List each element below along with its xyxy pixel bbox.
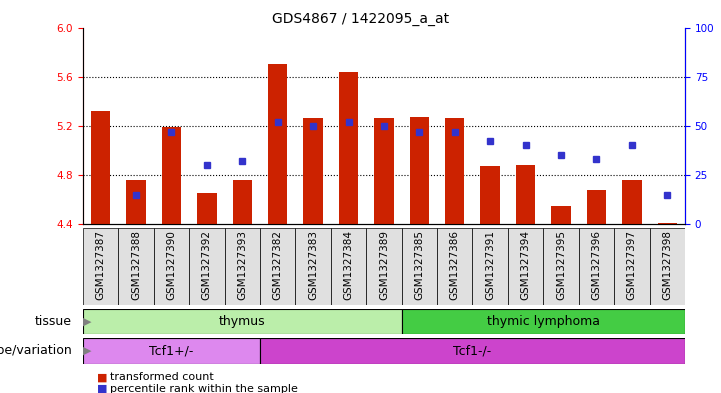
Bar	[268, 64, 288, 224]
Bar	[410, 117, 429, 224]
Bar	[402, 309, 685, 334]
Text: thymic lymphoma: thymic lymphoma	[487, 315, 600, 328]
Text: GSM1327386: GSM1327386	[450, 230, 460, 300]
Bar	[260, 338, 685, 364]
Text: ▶: ▶	[83, 346, 92, 356]
Text: Tcf1-/-: Tcf1-/-	[454, 344, 492, 357]
Bar	[508, 228, 544, 305]
Bar	[437, 228, 472, 305]
Text: GSM1327384: GSM1327384	[343, 230, 353, 300]
Text: GSM1327385: GSM1327385	[415, 230, 425, 300]
Text: Tcf1+/-: Tcf1+/-	[149, 344, 194, 357]
Bar	[83, 338, 260, 364]
Text: GSM1327382: GSM1327382	[273, 230, 283, 300]
Bar	[445, 118, 464, 224]
Text: genotype/variation: genotype/variation	[0, 344, 72, 357]
Bar	[587, 190, 606, 224]
Bar	[154, 228, 189, 305]
Text: GSM1327389: GSM1327389	[379, 230, 389, 300]
Bar	[83, 309, 402, 334]
Text: GSM1327395: GSM1327395	[556, 230, 566, 300]
Bar	[331, 228, 366, 305]
Text: GSM1327388: GSM1327388	[131, 230, 141, 300]
Bar	[296, 228, 331, 305]
Bar	[224, 228, 260, 305]
Bar	[304, 118, 323, 224]
Bar	[472, 228, 508, 305]
Text: transformed count: transformed count	[110, 372, 214, 382]
Bar	[374, 118, 394, 224]
Bar	[189, 228, 224, 305]
Text: tissue: tissue	[35, 315, 72, 328]
Bar	[197, 193, 216, 224]
Bar	[366, 228, 402, 305]
Text: GSM1327391: GSM1327391	[485, 230, 495, 300]
Bar	[118, 228, 154, 305]
Bar	[402, 228, 437, 305]
Bar	[552, 206, 571, 224]
Bar	[622, 180, 642, 224]
Bar	[162, 127, 181, 224]
Bar	[233, 180, 252, 224]
Text: GSM1327387: GSM1327387	[96, 230, 105, 300]
Text: GSM1327397: GSM1327397	[627, 230, 637, 300]
Bar	[544, 228, 579, 305]
Text: thymus: thymus	[219, 315, 265, 328]
Bar	[260, 228, 296, 305]
Bar	[614, 228, 650, 305]
Text: ■: ■	[97, 372, 108, 382]
Bar	[658, 223, 677, 224]
Bar	[480, 166, 500, 224]
Text: GSM1327394: GSM1327394	[521, 230, 531, 300]
Bar	[91, 111, 110, 224]
Bar	[339, 72, 358, 224]
Text: ▶: ▶	[83, 316, 92, 326]
Text: percentile rank within the sample: percentile rank within the sample	[110, 384, 298, 393]
Bar	[83, 228, 118, 305]
Text: GSM1327383: GSM1327383	[308, 230, 318, 300]
Bar	[126, 180, 146, 224]
Text: GDS4867 / 1422095_a_at: GDS4867 / 1422095_a_at	[272, 12, 449, 26]
Text: ■: ■	[97, 384, 108, 393]
Bar	[579, 228, 614, 305]
Text: GSM1327398: GSM1327398	[663, 230, 672, 300]
Text: GSM1327390: GSM1327390	[167, 230, 177, 300]
Bar	[650, 228, 685, 305]
Text: GSM1327393: GSM1327393	[237, 230, 247, 300]
Text: GSM1327396: GSM1327396	[591, 230, 601, 300]
Bar	[516, 165, 535, 224]
Text: GSM1327392: GSM1327392	[202, 230, 212, 300]
